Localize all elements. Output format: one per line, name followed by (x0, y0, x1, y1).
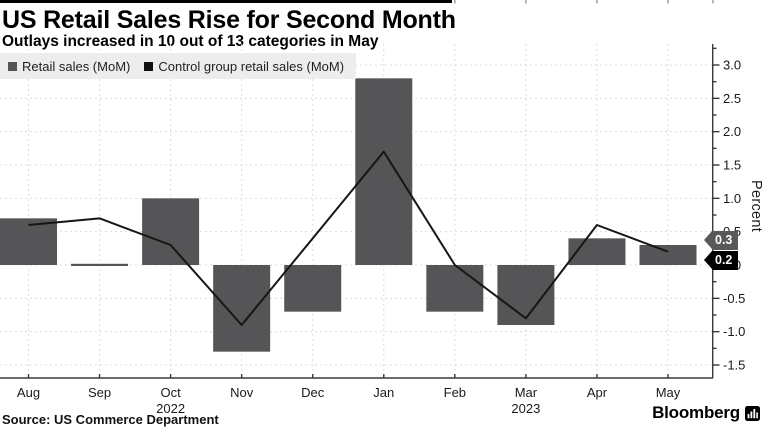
y-tick-label: 2.0 (723, 124, 741, 139)
legend-item-control-group: Control group retail sales (MoM) (144, 59, 344, 74)
top-rule (0, 0, 452, 3)
x-tick-label: Apr (587, 385, 608, 400)
x-tick-label: Mar (515, 385, 538, 400)
bar-mar (497, 265, 555, 326)
tag-arrow-icon (704, 231, 712, 250)
legend-item-retail-sales: Retail sales (MoM) (8, 59, 130, 74)
bar-aug (0, 218, 57, 265)
year-label: 2023 (511, 401, 540, 416)
x-tick-label: Dec (301, 385, 325, 400)
bar-apr (568, 238, 626, 265)
chart-subtitle: Outlays increased in 10 out of 13 catego… (2, 33, 379, 50)
chart-title: US Retail Sales Rise for Second Month (2, 6, 456, 34)
bar-dec (284, 265, 342, 312)
bloomberg-brand: Bloomberg (652, 403, 760, 423)
latest-value-tag-control-group: 0.2 (704, 250, 739, 270)
x-tick-label: Aug (17, 385, 40, 400)
tag-arrow-icon (704, 250, 712, 269)
latest-value-retail: 0.3 (712, 231, 739, 251)
x-tick-label: Sep (88, 385, 111, 400)
control-group-line (28, 150, 669, 327)
chart-legend: Retail sales (MoM) Control group retail … (0, 53, 357, 79)
x-tick-label: Oct (160, 385, 181, 400)
bar-nov (213, 265, 271, 352)
y-tick-label: 3.0 (723, 57, 741, 72)
bloomberg-terminal-icon (745, 405, 760, 421)
y-tick-label: -1.0 (723, 324, 745, 339)
bloomberg-wordmark: Bloomberg (652, 403, 740, 422)
y-tick-label: 1.5 (723, 157, 741, 172)
legend-swatch-black-icon (144, 61, 154, 71)
legend-label: Retail sales (MoM) (22, 58, 131, 74)
bar-sep (71, 263, 129, 266)
latest-value-tag-retail-sales: 0.3 (704, 231, 739, 251)
source-attribution: Source: US Commerce Department (2, 412, 219, 427)
bar-oct (142, 198, 200, 265)
x-tick-label: Jan (373, 385, 394, 400)
legend-label: Control group retail sales (MoM) (158, 58, 345, 74)
y-tick-label: 2.5 (723, 91, 741, 106)
y-tick-label: -1.5 (723, 358, 745, 373)
bar-may (639, 244, 697, 265)
y-tick-label: -0.5 (723, 291, 745, 306)
y-axis-unit-label: Percent (748, 180, 764, 233)
bar-feb (426, 265, 484, 312)
latest-value-control: 0.2 (712, 250, 739, 270)
x-tick-label: Feb (444, 385, 466, 400)
y-tick-label: 1.0 (723, 191, 741, 206)
x-tick-label: May (656, 385, 681, 400)
legend-swatch-gray-icon (8, 61, 17, 71)
year-label: 2022 (156, 401, 185, 416)
x-tick-label: Nov (230, 385, 254, 400)
bar-jan (355, 78, 413, 265)
